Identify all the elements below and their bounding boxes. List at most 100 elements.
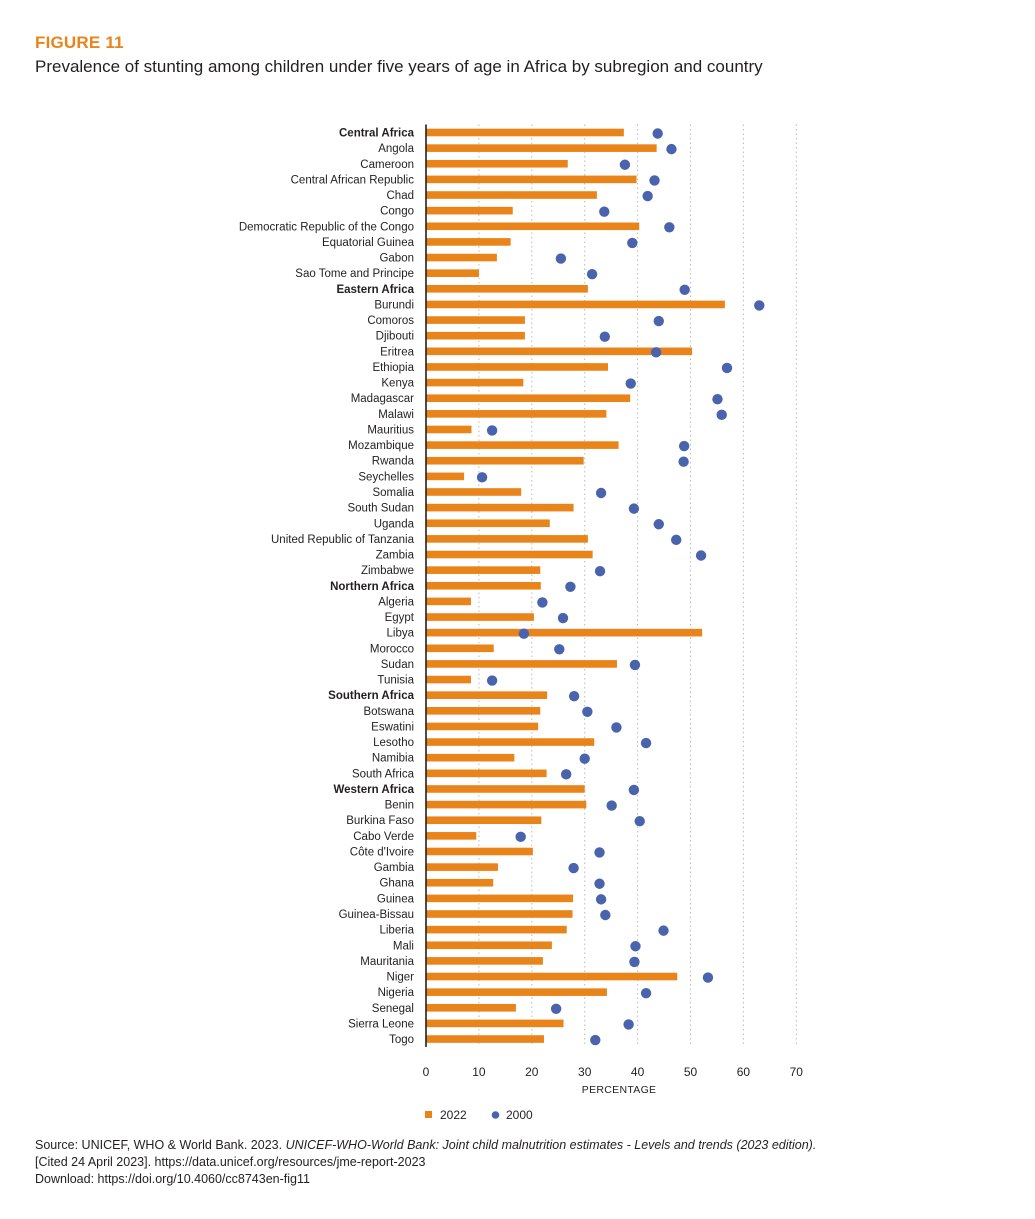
dot-2000-south-africa	[560, 769, 572, 780]
source-report-title: UNICEF-WHO-World Bank: Joint child malnu…	[285, 1138, 817, 1152]
category-label-sudan: Sudan	[381, 659, 414, 671]
bar-2022-gambia	[426, 863, 498, 871]
dot-2000-seychelles	[476, 472, 488, 483]
bar-2022-cameroon	[426, 159, 568, 168]
category-label-sao-tome-and-principe: Sao Tome and Principe	[295, 268, 414, 280]
category-label-ethiopia: Ethiopia	[372, 362, 414, 374]
dot-2000-congo	[599, 206, 610, 217]
dot-2000-angola	[666, 143, 677, 155]
category-label-nigeria: Nigeria	[378, 987, 415, 999]
chart-category-labels: Central Africa Angola Cameroon Central Afri…	[239, 128, 415, 1047]
category-label-central-african-republic: Central African Republic	[291, 174, 415, 186]
category-label-morocco: Morocco	[370, 643, 414, 655]
legend-swatch-2022	[425, 1111, 432, 1118]
bar-2022-mauritania	[426, 957, 543, 965]
bar-2022-chad	[426, 191, 597, 199]
dot-2000-rwanda	[678, 456, 689, 467]
x-tick-label-20: 20	[525, 1065, 539, 1079]
category-label-kenya: Kenya	[381, 378, 414, 390]
chart-x-ticks: 0 10 20 30 40 50 60 70	[423, 1065, 804, 1079]
category-label-botswana: Botswana	[363, 706, 414, 718]
figure-label: FIGURE 11	[35, 33, 124, 52]
bar-2022-guinea	[426, 894, 574, 903]
x-tick-label-30: 30	[578, 1065, 592, 1079]
category-label-south-sudan: South Sudan	[347, 503, 414, 515]
x-tick-label-40: 40	[631, 1065, 645, 1079]
bar-2022-rwanda	[426, 456, 584, 465]
dot-2000-burkina-faso	[634, 816, 645, 827]
bar-2022-mauritius	[426, 425, 472, 434]
bar-2022-kenya	[426, 378, 524, 387]
category-label-south-africa: South Africa	[352, 768, 415, 780]
bar-2022-botswana	[426, 707, 541, 715]
category-label-madagascar: Madagascar	[351, 393, 414, 405]
dot-2000-madagascar	[712, 394, 723, 405]
bar-2022-liberia	[426, 925, 567, 934]
bar-2022-zimbabwe	[426, 566, 541, 574]
dot-2000-egypt	[557, 612, 569, 624]
category-label-burundi: Burundi	[374, 299, 414, 311]
dot-2000-sierra-leone	[623, 1019, 634, 1030]
dot-2000-niger	[702, 972, 714, 983]
x-tick-label-70: 70	[790, 1065, 804, 1079]
dot-2000-liberia	[658, 925, 669, 936]
category-label-cameroon: Cameroon	[360, 159, 414, 171]
bar-2022-united-republic-of-tanzania	[426, 535, 588, 543]
bar-2022-cote-d-ivoire	[426, 847, 533, 856]
dot-2000-malawi	[716, 409, 727, 421]
dot-2000-southern-africa	[568, 690, 580, 702]
x-tick-label-50: 50	[684, 1065, 698, 1079]
dot-2000-guinea	[595, 894, 607, 905]
dot-2000-sudan	[629, 659, 641, 671]
bar-2022-benin	[426, 800, 587, 809]
chart-grid	[478, 124, 797, 1048]
bar-2022-western-africa	[426, 785, 585, 793]
dot-2000-somalia	[595, 487, 607, 499]
chart-dots-2000	[476, 128, 765, 1046]
category-label-niger: Niger	[387, 972, 415, 984]
category-label-eswatini: Eswatini	[371, 721, 414, 733]
dot-2000-northern-africa	[565, 581, 576, 592]
chart-bars-2022	[426, 128, 725, 1043]
category-label-guinea-bissau: Guinea-Bissau	[339, 909, 414, 921]
category-label-malawi: Malawi	[378, 409, 414, 421]
category-label-gambia: Gambia	[374, 862, 415, 874]
category-label-equatorial-guinea: Equatorial Guinea	[322, 237, 415, 249]
source-note: Source: UNICEF, WHO & World Bank. 2023. …	[35, 1137, 816, 1188]
category-label-tunisia: Tunisia	[377, 675, 414, 687]
dot-2000-benin	[606, 800, 617, 811]
category-label-burkina-faso: Burkina Faso	[346, 815, 414, 827]
category-label-angola: Angola	[378, 143, 414, 155]
category-label-libya: Libya	[387, 628, 415, 640]
bar-2022-northern-africa	[426, 581, 541, 590]
category-label-comoros: Comoros	[367, 315, 414, 327]
category-label-egypt: Egypt	[385, 612, 415, 624]
category-label-cabo-verde: Cabo Verde	[353, 831, 414, 843]
dot-2000-south-sudan	[628, 503, 640, 514]
bar-2022-egypt	[426, 613, 534, 621]
dot-2000-zambia	[695, 550, 707, 561]
category-label-united-republic-of-tanzania: United Republic of Tanzania	[271, 534, 415, 546]
category-label-senegal: Senegal	[372, 1003, 414, 1015]
category-label-eastern-africa: Eastern Africa	[336, 284, 414, 296]
category-label-mali: Mali	[393, 940, 414, 952]
bar-2022-central-african-republic	[426, 175, 637, 184]
bar-2022-cabo-verde	[426, 832, 477, 840]
category-label-cote-d-ivoire: Côte d'Ivoire	[350, 846, 414, 858]
category-label-somalia: Somalia	[372, 487, 414, 499]
dot-2000-mozambique	[678, 440, 690, 452]
bar-2022-south-sudan	[426, 503, 574, 512]
bar-2022-gabon	[426, 253, 497, 262]
bar-2022-nigeria	[426, 988, 607, 996]
bar-2022-guinea-bissau	[426, 910, 573, 918]
dot-2000-togo	[590, 1034, 601, 1046]
dot-2000-kenya	[625, 378, 636, 389]
dot-2000-democratic-republic-of-the-congo	[664, 222, 675, 233]
bar-2022-eritrea	[426, 347, 693, 356]
category-label-chad: Chad	[387, 190, 415, 202]
bar-2022-morocco	[426, 644, 494, 653]
category-label-zambia: Zambia	[376, 550, 415, 562]
category-label-uganda: Uganda	[374, 518, 415, 530]
bar-2022-togo	[426, 1035, 544, 1043]
bar-2022-algeria	[426, 597, 471, 606]
